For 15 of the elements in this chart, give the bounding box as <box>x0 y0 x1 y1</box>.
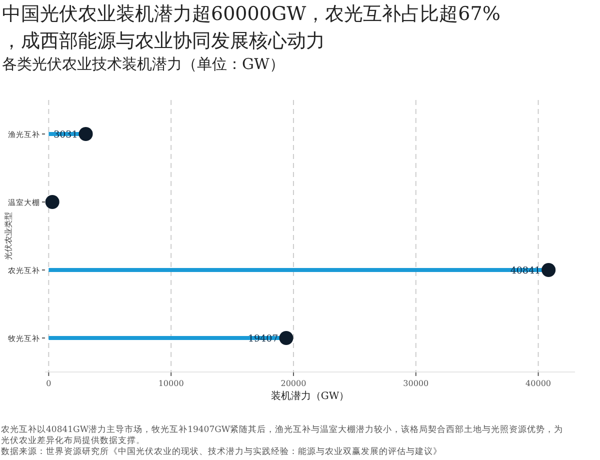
x-tick-label: 10000 <box>158 379 184 388</box>
x-axis-title: 装机潜力（GW） <box>270 390 350 402</box>
x-tick-label: 20000 <box>280 379 306 388</box>
point <box>542 263 556 277</box>
chart-title: 中国光伏农业装机潜力超60000GW，农光互补占比超67%，成西部能源与农业协同发展核心动力 <box>2 3 500 52</box>
x-tick-label: 0 <box>46 379 52 388</box>
text: 农光互补以40841GW潜力主导市场，牧光互补19407GW紧随其后，渔光互补与温室大棚潜力较小，该格局契合西部土地与光照资源优势，为光伏农业差异化布局提供数据支撑。 <box>1 424 564 446</box>
point <box>279 331 294 345</box>
chart-subtitle: 各类光伏农业技术装机潜力（单位：GW） <box>2 55 284 73</box>
point <box>78 127 93 141</box>
x-tick-label: 30000 <box>403 379 429 388</box>
point <box>45 195 60 209</box>
source-note: 数据来源：世界资源研究所《中国光伏农业的现状、技术潜力与实践经验：能源与农业双赢发展的评估与建议》 <box>1 446 442 457</box>
x-tick-label: 40000 <box>526 379 552 388</box>
y-axis-title: 光伏农业类型 <box>4 212 13 260</box>
